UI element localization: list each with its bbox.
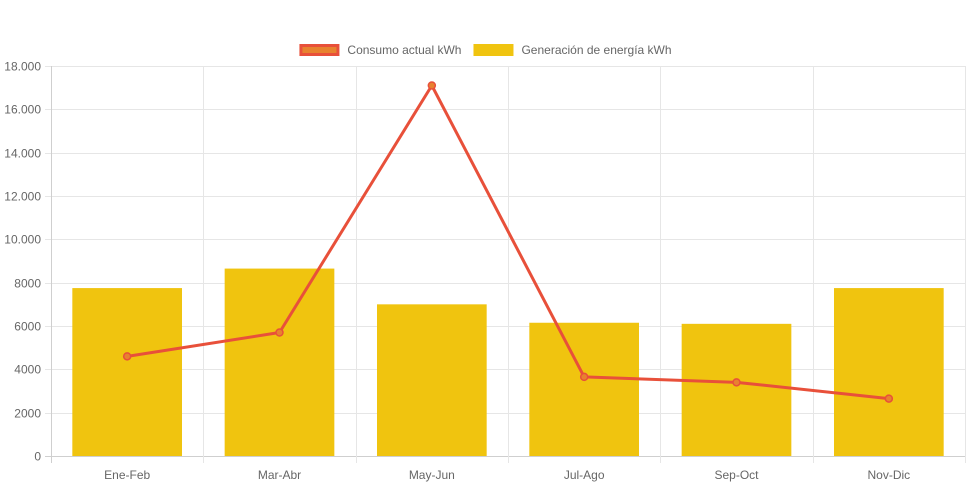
x-tick-label: Mar-Abr (258, 468, 301, 482)
y-tick-label: 18.000 (4, 60, 41, 74)
line-point-may-jun[interactable] (427, 81, 437, 90)
y-tick-label: 16.000 (4, 103, 41, 117)
x-tick-label: Ene-Feb (104, 468, 150, 482)
y-tick-label: 8000 (14, 277, 41, 291)
y-tick-label: 2000 (14, 407, 41, 421)
line-point-ene-feb[interactable] (122, 352, 132, 361)
bar-jul-ago[interactable] (529, 322, 640, 456)
y-tick-label: 14.000 (4, 147, 41, 161)
y-tick-label: 4000 (14, 363, 41, 377)
axis-layer: 0 2000 4000 6000 8000 10.000 12.000 14.000 16.00… (4, 60, 910, 483)
legend-label: Generación de energía kWh (521, 43, 671, 57)
line-point-jul-ago[interactable] (579, 372, 589, 382)
bar-sep-oct[interactable] (681, 323, 792, 456)
bar-ene-feb[interactable] (72, 288, 183, 456)
line-point-mar-abr[interactable] (275, 328, 284, 337)
grid-layer (45, 66, 966, 463)
bar-layer (72, 268, 944, 456)
line-point-nov-dic[interactable] (884, 394, 894, 403)
bar-mar-abr[interactable] (224, 268, 335, 456)
legend-swatch-consumo (299, 44, 340, 56)
legend-label: Consumo actual kWh (347, 43, 461, 57)
legend[interactable]: Consumo actual kWh Generación de energía … (299, 43, 672, 57)
x-tick-label: May-Jun (409, 468, 455, 482)
line-point-sep-oct[interactable] (732, 378, 741, 387)
x-tick-label: Jul-Ago (564, 468, 605, 482)
bar-nov-dic[interactable] (833, 288, 944, 456)
legend-item-generacion[interactable]: Generación de energía kWh (473, 43, 672, 57)
legend-swatch-generacion (473, 44, 514, 56)
y-tick-label: 6000 (14, 320, 41, 334)
y-tick-label: 10.000 (4, 233, 41, 247)
x-tick-label: Nov-Dic (867, 468, 910, 482)
line-layer (122, 81, 894, 403)
legend-item-consumo[interactable]: Consumo actual kWh (299, 43, 462, 57)
y-tick-label: 0 (34, 450, 41, 464)
bar-may-jun[interactable] (376, 304, 487, 456)
y-tick-label: 12.000 (4, 190, 41, 204)
x-tick-label: Sep-Oct (714, 468, 759, 482)
consumo-line (126, 84, 889, 401)
